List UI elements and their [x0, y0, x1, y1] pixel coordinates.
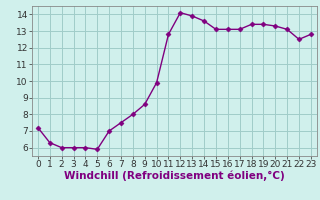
X-axis label: Windchill (Refroidissement éolien,°C): Windchill (Refroidissement éolien,°C) — [64, 171, 285, 181]
